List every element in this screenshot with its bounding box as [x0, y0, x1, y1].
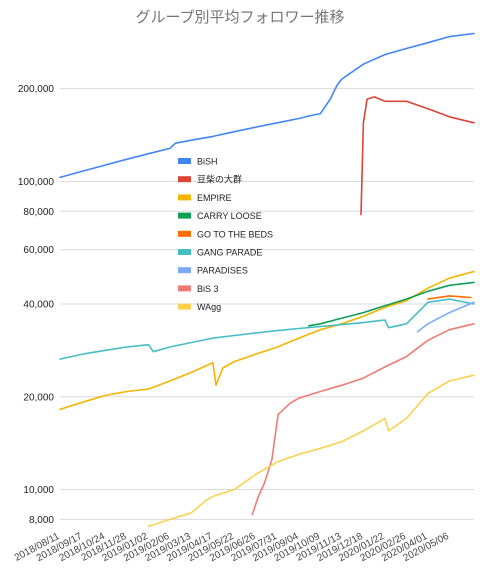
series-line [59, 298, 475, 360]
x-axis-ticks: 2018/08/112018/09/172018/10/242018/11/28… [13, 531, 452, 564]
series-line [147, 374, 475, 528]
legend-label: EMPIRE [197, 193, 232, 203]
legend-swatch [178, 230, 191, 237]
legend-label: 豆柴の大群 [197, 174, 242, 185]
series-line [59, 32, 475, 179]
legend-swatch [178, 158, 191, 164]
y-tick-label: 10,000 [23, 485, 54, 496]
legend: BiSH 豆柴の大群 EMPIRE CARRY LOOSE GO TO THE BEDS… [178, 157, 273, 312]
y-tick-label: 8,000 [29, 515, 54, 526]
series-line [427, 295, 472, 300]
gridlines [60, 88, 474, 520]
series-line [251, 322, 475, 516]
series-lines [59, 32, 475, 528]
legend-swatch [178, 303, 191, 310]
legend-swatch [178, 176, 191, 183]
y-tick-label: 40,000 [23, 300, 54, 311]
y-axis-ticks: 8,000 10,000 20,000 40,000 60,000 80,000 100,0… [18, 84, 55, 526]
legend-swatch [178, 212, 191, 219]
y-tick-label: 200,000 [18, 84, 55, 95]
legend-swatch [178, 267, 191, 274]
legend-swatch [178, 285, 191, 292]
legend-label: GO TO THE BEDS [197, 229, 273, 239]
series-line [360, 96, 475, 216]
legend-swatch [178, 194, 191, 201]
legend-label: CARRY LOOSE [197, 211, 262, 221]
legend-swatch [178, 249, 191, 255]
series-line [59, 270, 475, 411]
series-line [416, 301, 475, 333]
legend-label: WAgg [197, 302, 221, 312]
legend-label: GANG PARADE [197, 248, 262, 258]
series-line [307, 281, 475, 327]
y-tick-label: 20,000 [23, 392, 54, 403]
y-tick-label: 100,000 [18, 177, 55, 188]
legend-label: BiSH [197, 157, 218, 167]
legend-label: BiS 3 [197, 284, 219, 294]
chart-title: グループ別平均フォロワー推移 [135, 9, 344, 26]
y-tick-label: 60,000 [23, 245, 54, 256]
legend-label: PARADISES [197, 266, 248, 276]
y-tick-label: 80,000 [23, 207, 54, 218]
